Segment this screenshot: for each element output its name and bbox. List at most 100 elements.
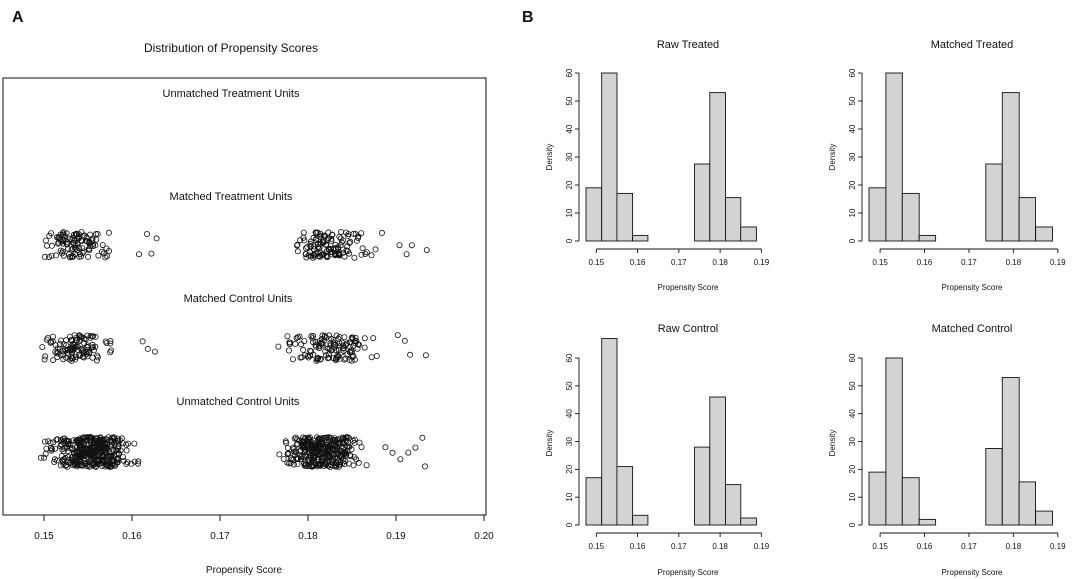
histogram-bar: [1018, 481, 1036, 526]
y-tick-label: 10: [565, 208, 574, 217]
data-point: [60, 236, 67, 243]
data-point: [66, 251, 73, 258]
data-point: [332, 463, 339, 470]
data-point: [76, 441, 83, 448]
data-point: [340, 439, 347, 446]
histogram-bar: [601, 72, 618, 242]
data-point: [47, 339, 54, 346]
data-point: [293, 454, 300, 461]
data-point: [48, 242, 55, 249]
data-point: [97, 460, 104, 467]
histogram-bar: [709, 92, 726, 242]
data-point: [98, 440, 105, 447]
x-axis-label: Propensity Score: [942, 568, 1003, 577]
data-point: [345, 460, 352, 467]
data-point: [50, 439, 57, 446]
data-point: [56, 346, 63, 353]
histogram-bar: [585, 477, 603, 526]
data-point: [300, 346, 307, 353]
data-point: [315, 354, 322, 361]
x-tick-label: 0.15: [589, 258, 605, 267]
data-point: [320, 251, 327, 258]
data-point: [49, 446, 56, 453]
data-point: [423, 247, 430, 254]
data-point: [68, 246, 75, 253]
data-point: [68, 342, 75, 349]
data-point: [91, 460, 98, 467]
data-point: [329, 231, 336, 238]
data-point: [85, 446, 92, 453]
data-point: [82, 336, 89, 343]
data-point: [88, 445, 95, 452]
data-point: [294, 455, 301, 462]
data-point: [308, 462, 315, 469]
x-tick-label: 0.17: [671, 258, 687, 267]
data-point: [293, 242, 300, 249]
histogram-raw-treated: Raw Treated Density Propensity Score 0 10…: [545, 39, 770, 292]
data-point: [77, 332, 84, 339]
data-point: [338, 239, 345, 246]
data-point: [51, 458, 58, 465]
data-point: [313, 235, 320, 242]
data-point: [285, 450, 292, 457]
data-point: [354, 341, 361, 348]
data-point: [359, 245, 366, 252]
histogram-bar: [601, 338, 618, 526]
data-point: [108, 347, 115, 354]
data-point: [301, 460, 308, 467]
data-point: [291, 448, 298, 455]
data-point: [355, 233, 362, 240]
data-point: [76, 231, 83, 238]
data-point: [59, 237, 66, 244]
data-point: [378, 229, 385, 236]
data-point: [105, 229, 112, 236]
y-tick-label: 60: [565, 353, 574, 362]
data-point: [308, 333, 315, 340]
data-point: [48, 252, 55, 259]
data-point: [294, 334, 301, 341]
y-tick-label: 40: [565, 124, 574, 133]
data-point: [294, 436, 301, 443]
data-point: [276, 451, 283, 458]
histogram-title: Matched Control: [932, 323, 1013, 335]
histogram-bar: [901, 192, 920, 242]
data-point: [292, 451, 299, 458]
data-point: [339, 339, 346, 346]
data-point: [382, 444, 389, 451]
data-point: [358, 230, 365, 237]
data-point: [326, 246, 333, 253]
histogram-bar: [1035, 226, 1053, 242]
histogram-bar: [901, 477, 920, 526]
data-point: [316, 345, 323, 352]
data-point: [82, 448, 89, 455]
data-point: [41, 454, 48, 461]
data-point: [341, 253, 348, 260]
data-point: [309, 254, 316, 261]
data-point: [72, 461, 79, 468]
data-point: [65, 245, 72, 252]
x-tick-label: 0.17: [210, 531, 230, 542]
data-point: [144, 345, 151, 352]
x-tick-label: 0.18: [298, 531, 318, 542]
data-point: [358, 251, 365, 258]
data-point: [93, 357, 100, 364]
data-point: [42, 353, 49, 360]
data-point: [76, 458, 83, 465]
data-point: [89, 235, 96, 242]
data-point: [63, 354, 70, 361]
histogram-bar: [694, 163, 711, 242]
data-point: [106, 247, 113, 254]
data-point: [299, 444, 306, 451]
x-tick-label: 0.19: [1050, 542, 1066, 551]
data-point: [81, 232, 88, 239]
data-point: [67, 253, 74, 260]
y-tick-label: 30: [565, 437, 574, 446]
data-point: [57, 231, 64, 238]
x-axis-label: Propensity Score: [942, 283, 1003, 292]
data-point: [60, 437, 67, 444]
data-point: [325, 462, 332, 469]
histogram-bar: [632, 234, 649, 242]
data-point: [109, 439, 116, 446]
y-tick-label: 10: [565, 492, 574, 501]
data-point: [69, 252, 76, 259]
